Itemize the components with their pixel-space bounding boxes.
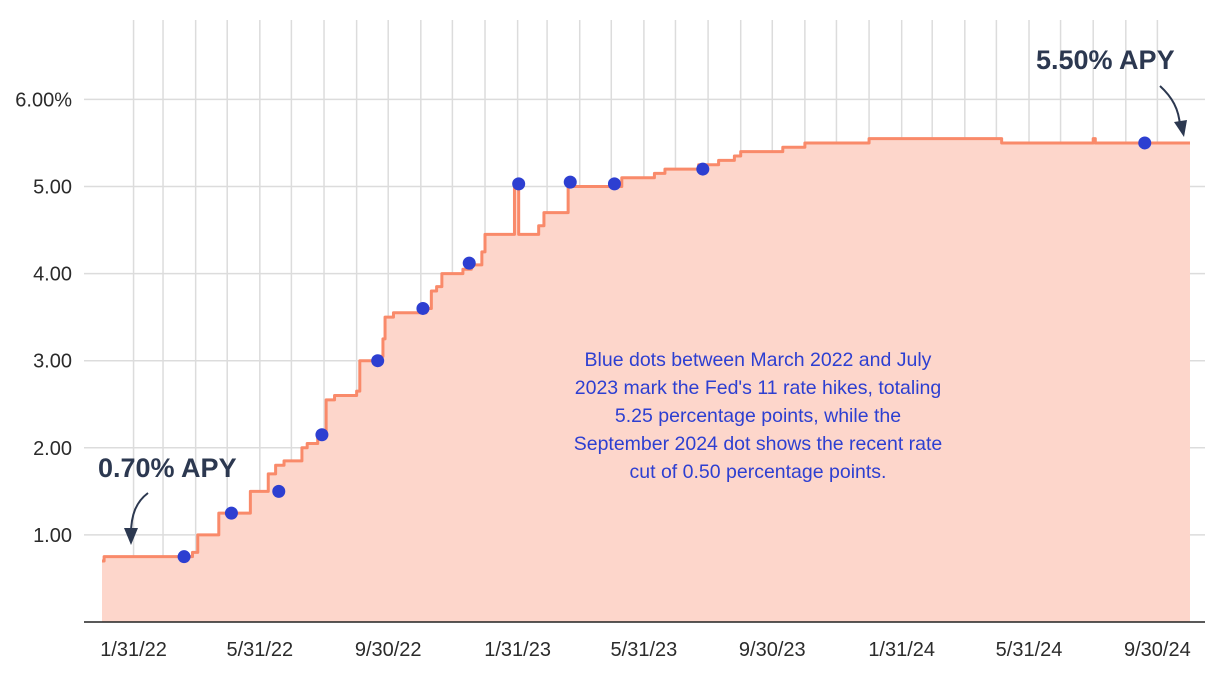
rate-hike-dot — [512, 177, 526, 191]
y-tick-label: 1.00 — [33, 525, 72, 547]
y-tick-label: 4.00 — [33, 264, 72, 286]
note-line-1: Blue dots between March 2022 and July — [585, 349, 932, 371]
rate-hike-dot — [607, 177, 621, 191]
x-tick-label: 1/31/22 — [100, 639, 167, 661]
x-tick-label: 9/30/24 — [1124, 639, 1191, 661]
rate-line — [102, 137, 1190, 563]
line-layer — [102, 137, 1190, 563]
rate-hike-dot — [462, 256, 476, 270]
x-tick-label: 1/31/24 — [868, 639, 935, 661]
x-tick-label: 5/31/22 — [226, 639, 293, 661]
end-arrow-head — [1174, 120, 1187, 137]
x-tick-label: 9/30/22 — [355, 639, 422, 661]
x-tick-label: 1/31/23 — [484, 639, 551, 661]
rate-hike-dot — [371, 354, 385, 368]
annotation-note: Blue dots between March 2022 and July 20… — [574, 349, 943, 483]
end-callout: 5.50% APY — [1036, 45, 1187, 137]
rate-hike-dot — [1138, 136, 1152, 150]
y-tick-label: 2.00 — [33, 438, 72, 460]
y-tick-label: 5.00 — [33, 177, 72, 199]
rate-hike-dot — [177, 550, 191, 564]
x-tick-label: 9/30/23 — [739, 639, 806, 661]
note-line-4: September 2024 dot shows the recent rate — [574, 433, 943, 455]
area-layer — [102, 138, 1190, 622]
rate-hike-dot — [272, 484, 286, 498]
end-apy-label: 5.50% APY — [1036, 45, 1175, 75]
x-tick-label: 5/31/24 — [996, 639, 1063, 661]
rate-hike-dot — [696, 162, 710, 176]
axes: 1.00 2.00 3.00 4.00 5.00 6.00% 1/31/22 5/31/22 9… — [15, 89, 1205, 661]
start-apy-label: 0.70% APY — [98, 453, 237, 483]
rate-hike-dot — [315, 428, 329, 442]
note-line-2: 2023 mark the Fed's 11 rate hikes, total… — [575, 377, 941, 399]
rate-hike-dot — [224, 506, 238, 520]
y-tick-label: 3.00 — [33, 351, 72, 373]
end-callout-arrow — [1159, 85, 1181, 127]
rate-hike-dots — [177, 136, 1152, 564]
x-tick-label: 5/31/23 — [611, 639, 678, 661]
note-line-5: cut of 0.50 percentage points. — [630, 461, 887, 483]
rate-hike-dot — [416, 301, 430, 315]
start-callout: 0.70% APY — [98, 453, 237, 545]
y-tick-label: 6.00% — [15, 89, 72, 111]
rate-hike-dot — [563, 175, 577, 189]
note-line-3: 5.25 percentage points, while the — [615, 405, 901, 427]
start-arrow-head — [124, 528, 138, 545]
rate-area-fill — [102, 138, 1190, 622]
